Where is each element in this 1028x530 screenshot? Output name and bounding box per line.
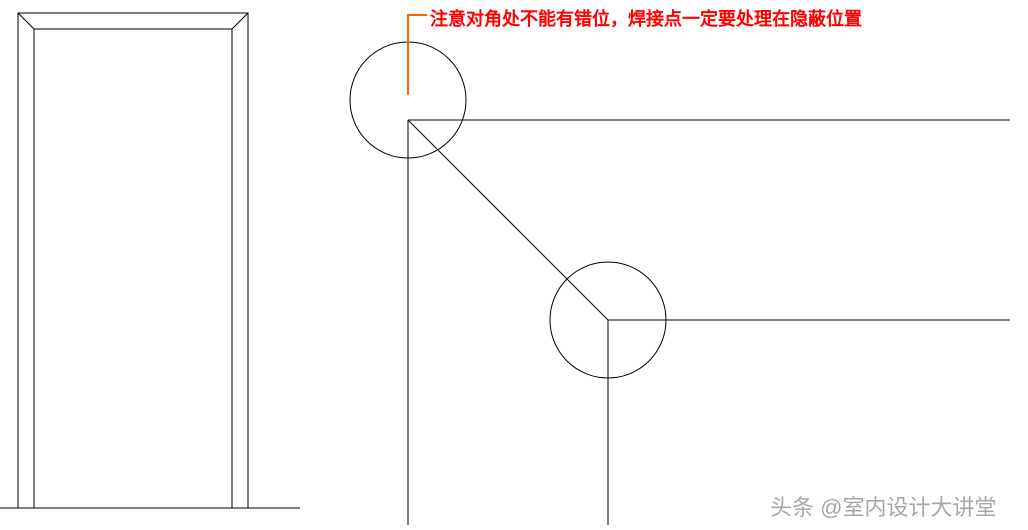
corner-annotation-text: 注意对角处不能有错位，焊接点一定要处理在隐蔽位置 <box>430 5 862 31</box>
door-miter-tl <box>18 13 34 29</box>
door-miter-tr <box>232 13 248 29</box>
annotation-leader <box>408 15 427 95</box>
watermark-text: 头条 @室内设计大讲堂 <box>770 490 996 522</box>
door-frame-inner <box>34 29 232 508</box>
technical-drawing <box>0 0 1028 530</box>
door-frame-outer <box>18 13 248 508</box>
